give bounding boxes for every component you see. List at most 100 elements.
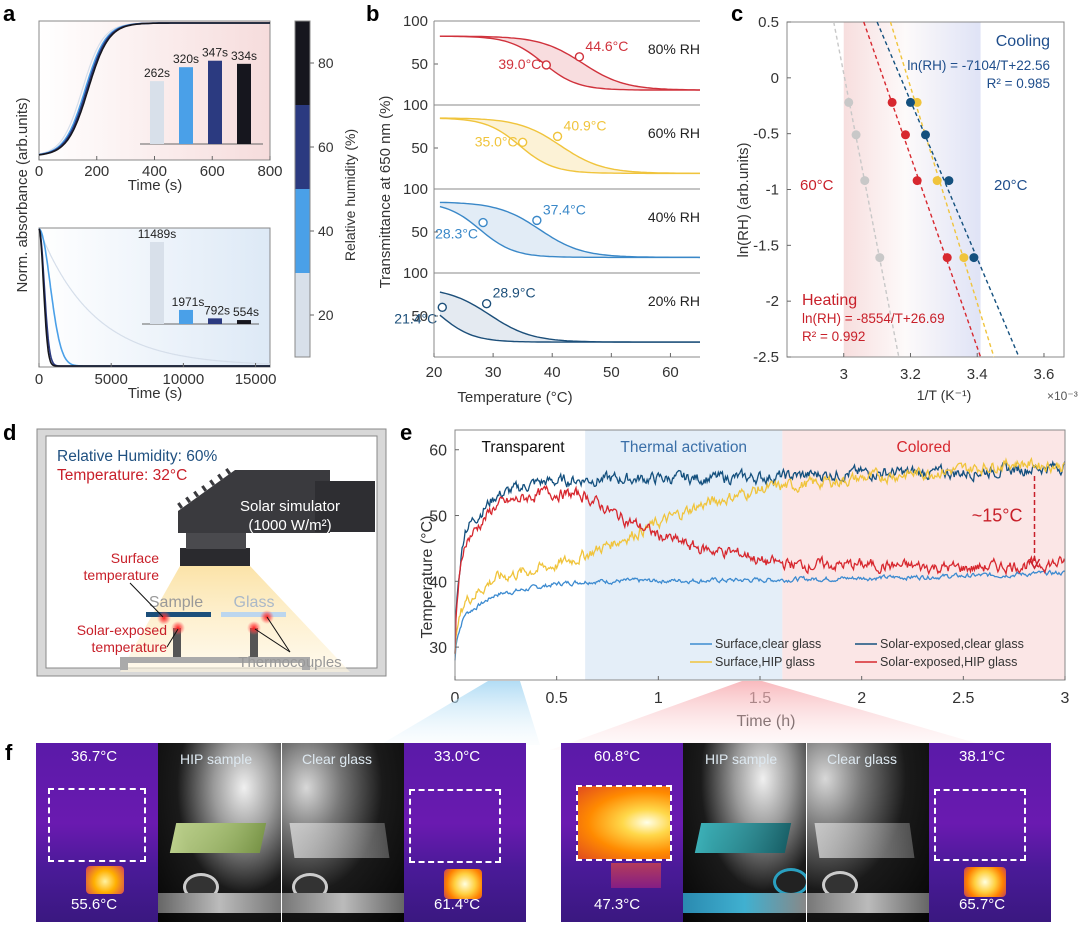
e-legend-label: Solar-exposed,clear glass [880,637,1024,651]
c-plot: 0.5 0 -0.5 -1 -1.5 -2 -2.5 3 3.2 3.4 3.6 [753,14,1065,383]
b-hysteresis-fill [439,118,700,174]
c-cooling-equation: ln(RH) = -7104/T+22.56 [907,58,1050,73]
photo-hip-colored: HIP sample [683,743,806,922]
a-top-x-tick-label: 600 [200,163,225,180]
c-fit-line-yellow [889,21,995,358]
photo-label-hip: HIP sample [705,751,778,767]
a-bottom-inset-bar [208,318,222,324]
b-y-tick-label: 100 [403,265,428,282]
c-heating-title: Heating [802,292,857,309]
ir-top-temp: 33.0°C [434,748,481,765]
ir-image-clear-initial: 33.0°C 61.4°C [404,743,526,922]
zoom-connector-left [380,681,540,745]
base-leg-1 [120,657,128,670]
c-fit-line-gray [833,21,900,358]
b-cooling-marker [541,60,552,70]
simulator-fin [193,490,200,498]
c-y-label: ln(RH) (arb.units) [735,142,752,257]
thermocouple-stand-1 [173,628,181,662]
c-heating-r2: R² = 0.992 [802,329,865,344]
ir-bottom-temp: 65.7°C [959,896,1006,913]
e-series-line-3 [454,456,1066,654]
chamber-rh: Relative Humidity: 60% [57,448,217,465]
ir-top-temp: 38.1°C [959,748,1006,765]
simulator-fin [225,467,232,475]
a-top-curves [38,22,270,156]
a-bottom-curve-1 [38,228,271,365]
b-hysteresis-fill [439,202,700,258]
thermocouple-stand-2 [250,628,258,662]
a-top-x-tick-label: 400 [142,163,167,180]
b-cooling-curve [439,117,700,175]
photo-hip-initial: HIP sample [158,743,281,922]
colorbar-tick-label: 80 [318,55,334,71]
c-y-tick-label: -2.5 [753,349,779,366]
c-heating-equation: ln(RH) = -8554/T+26.69 [802,311,945,326]
simulator-fin [209,479,216,487]
a-top-inset-bar-label: 320s [173,52,199,66]
a-bottom-curve-4 [38,228,270,367]
c-data-point-red [912,176,922,186]
e-difference-arrowhead [1028,558,1041,570]
c-x-tick-label: 3 [840,366,848,383]
b-rh-label: 40% RH [648,209,700,225]
e-x-tick-label: 0.5 [546,690,568,707]
photo-clear-initial: Clear glass [282,743,404,922]
sample-plate [146,612,211,617]
c-data-point-navy [969,253,979,263]
colorbar: 20 40 60 80 [294,20,334,358]
b-cooling-temp-label: 28.3°C [435,226,478,242]
b-heating-temp-label: 28.9°C [493,285,536,301]
clear-glass-plate [289,823,390,858]
e-y-tick-label: 50 [429,509,447,526]
colorbar-band [295,189,310,273]
c-data-point-gray [860,176,870,186]
b-x-ticks: 20 30 40 50 60 [426,353,679,381]
colorbar-tick-label: 20 [318,307,334,323]
c-data-point-gray [844,97,854,107]
surface-temp-label-1: Surface [111,550,159,566]
solar-simulator [177,467,375,566]
panel-label-d: d [3,420,16,445]
b-y-label: Transmittance at 650 nm (%) [377,96,394,289]
ir-hotspot [444,869,482,899]
a-top-inset-bar [208,60,222,144]
ir-warm-spot [611,863,661,888]
ir-image-hip-colored: 60.8°C 47.3°C [561,743,683,922]
hip-sample-plate [694,823,792,853]
solar-thermocouple-2 [247,621,261,635]
e-legend-label: Surface,clear glass [715,637,821,651]
b-heating-marker [481,298,492,309]
e-series-line-1 [454,569,1066,661]
solar-temp-label-1: Solar-exposed [77,622,167,638]
c-x-label: 1/T (K⁻¹) [917,387,972,403]
photo-clear-colored: Clear glass [807,743,929,922]
simulator-power: (1000 W/m²) [248,517,331,534]
sample-label: Sample [149,594,203,611]
a-top-x-ticks: 0 200 400 600 800 [35,156,283,180]
b-cooling-curve [439,205,700,259]
a-top-x-tick-label: 200 [84,163,109,180]
e-series [454,456,1066,661]
c-data-point-navy [921,130,930,140]
panel-e: Transparent Thermal activation Colored 304… [419,429,1070,730]
e-y-tick-label: 60 [429,443,447,460]
b-cooling-marker [437,302,447,313]
e-region-1 [585,430,783,680]
a-bottom-inset-bar-label: 11489s [138,227,176,241]
b-heating-temp-label: 40.9°C [564,117,607,133]
a-top-inset-bar [237,63,251,145]
ir-hotspot [964,867,1006,897]
clamp-bar [807,893,929,913]
simulator-fin [201,485,208,492]
b-y-tick-label: 100 [403,181,428,198]
c-x-tick-label: 3.6 [1034,366,1055,383]
b-x-tick-label: 30 [485,364,502,381]
panel-label-f: f [5,740,13,765]
e-region-label: Colored [897,439,951,456]
e-x-tick-label: 1 [654,690,663,707]
ir-roi-box [48,788,146,862]
a-top-x-label: Time (s) [128,177,182,194]
c-y-tick-label: 0 [771,70,779,87]
